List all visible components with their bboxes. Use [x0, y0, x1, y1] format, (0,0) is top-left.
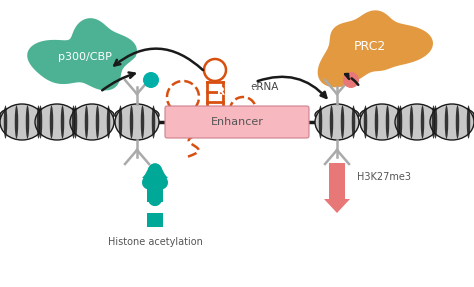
- Ellipse shape: [330, 108, 333, 122]
- Ellipse shape: [85, 105, 88, 139]
- Bar: [147, 213, 163, 227]
- Ellipse shape: [360, 107, 404, 123]
- Text: RNAPII: RNAPII: [217, 87, 257, 97]
- Ellipse shape: [96, 108, 99, 122]
- Ellipse shape: [399, 108, 402, 122]
- Ellipse shape: [61, 105, 64, 139]
- Ellipse shape: [119, 108, 122, 122]
- Ellipse shape: [397, 105, 400, 139]
- Ellipse shape: [432, 108, 435, 122]
- Ellipse shape: [315, 104, 359, 140]
- Ellipse shape: [467, 108, 470, 122]
- Ellipse shape: [107, 105, 110, 139]
- Ellipse shape: [395, 104, 439, 140]
- Ellipse shape: [35, 104, 79, 140]
- Ellipse shape: [456, 108, 459, 122]
- Ellipse shape: [432, 105, 435, 139]
- Ellipse shape: [319, 108, 322, 122]
- Ellipse shape: [74, 108, 77, 122]
- Ellipse shape: [39, 108, 42, 122]
- Ellipse shape: [375, 105, 378, 139]
- Ellipse shape: [4, 108, 7, 122]
- Ellipse shape: [360, 104, 404, 140]
- Ellipse shape: [4, 105, 7, 139]
- Bar: [329, 163, 345, 177]
- Ellipse shape: [315, 107, 359, 123]
- Ellipse shape: [50, 105, 53, 139]
- Ellipse shape: [39, 105, 42, 139]
- Ellipse shape: [375, 108, 378, 122]
- Ellipse shape: [445, 108, 448, 122]
- Polygon shape: [27, 18, 137, 90]
- Ellipse shape: [70, 104, 114, 140]
- Ellipse shape: [395, 107, 439, 123]
- Ellipse shape: [37, 108, 40, 122]
- Ellipse shape: [456, 105, 459, 139]
- Ellipse shape: [141, 108, 144, 122]
- Ellipse shape: [152, 108, 155, 122]
- Ellipse shape: [434, 108, 437, 122]
- Ellipse shape: [35, 107, 79, 123]
- Ellipse shape: [72, 105, 75, 139]
- Ellipse shape: [115, 104, 159, 140]
- Ellipse shape: [341, 105, 344, 139]
- Ellipse shape: [70, 107, 114, 123]
- Circle shape: [343, 72, 359, 88]
- Ellipse shape: [115, 107, 159, 123]
- Ellipse shape: [96, 105, 99, 139]
- Ellipse shape: [352, 108, 355, 122]
- Circle shape: [143, 72, 159, 88]
- Ellipse shape: [26, 108, 29, 122]
- FancyArrow shape: [324, 177, 350, 213]
- FancyBboxPatch shape: [165, 106, 309, 138]
- Ellipse shape: [141, 105, 144, 139]
- Text: eRNA: eRNA: [250, 82, 278, 92]
- Ellipse shape: [397, 108, 400, 122]
- Ellipse shape: [85, 108, 88, 122]
- FancyArrow shape: [142, 164, 168, 202]
- Text: H3K27me3: H3K27me3: [357, 172, 411, 182]
- Ellipse shape: [352, 105, 355, 139]
- Ellipse shape: [0, 104, 44, 140]
- Ellipse shape: [119, 105, 122, 139]
- Text: Histone acetylation: Histone acetylation: [108, 237, 202, 247]
- Ellipse shape: [399, 105, 402, 139]
- Ellipse shape: [130, 105, 133, 139]
- Ellipse shape: [386, 108, 389, 122]
- Ellipse shape: [15, 108, 18, 122]
- Ellipse shape: [152, 105, 155, 139]
- Ellipse shape: [330, 105, 333, 139]
- Ellipse shape: [74, 105, 77, 139]
- Ellipse shape: [61, 108, 64, 122]
- Ellipse shape: [37, 105, 40, 139]
- Ellipse shape: [26, 105, 29, 139]
- Polygon shape: [318, 10, 433, 87]
- Ellipse shape: [50, 108, 53, 122]
- Text: PRC2: PRC2: [354, 40, 386, 53]
- Ellipse shape: [430, 107, 474, 123]
- Ellipse shape: [421, 108, 424, 122]
- Ellipse shape: [467, 105, 470, 139]
- Ellipse shape: [107, 108, 110, 122]
- Ellipse shape: [410, 105, 413, 139]
- Text: Enhancer: Enhancer: [210, 117, 264, 127]
- Ellipse shape: [410, 108, 413, 122]
- Ellipse shape: [341, 108, 344, 122]
- Ellipse shape: [386, 105, 389, 139]
- Ellipse shape: [319, 105, 322, 139]
- Ellipse shape: [364, 108, 367, 122]
- Ellipse shape: [15, 105, 18, 139]
- Ellipse shape: [0, 107, 44, 123]
- Ellipse shape: [445, 105, 448, 139]
- Ellipse shape: [430, 104, 474, 140]
- Ellipse shape: [72, 108, 75, 122]
- Polygon shape: [184, 112, 298, 133]
- Ellipse shape: [364, 105, 367, 139]
- Ellipse shape: [421, 105, 424, 139]
- Ellipse shape: [434, 105, 437, 139]
- Ellipse shape: [130, 108, 133, 122]
- Text: p300/CBP: p300/CBP: [58, 52, 112, 62]
